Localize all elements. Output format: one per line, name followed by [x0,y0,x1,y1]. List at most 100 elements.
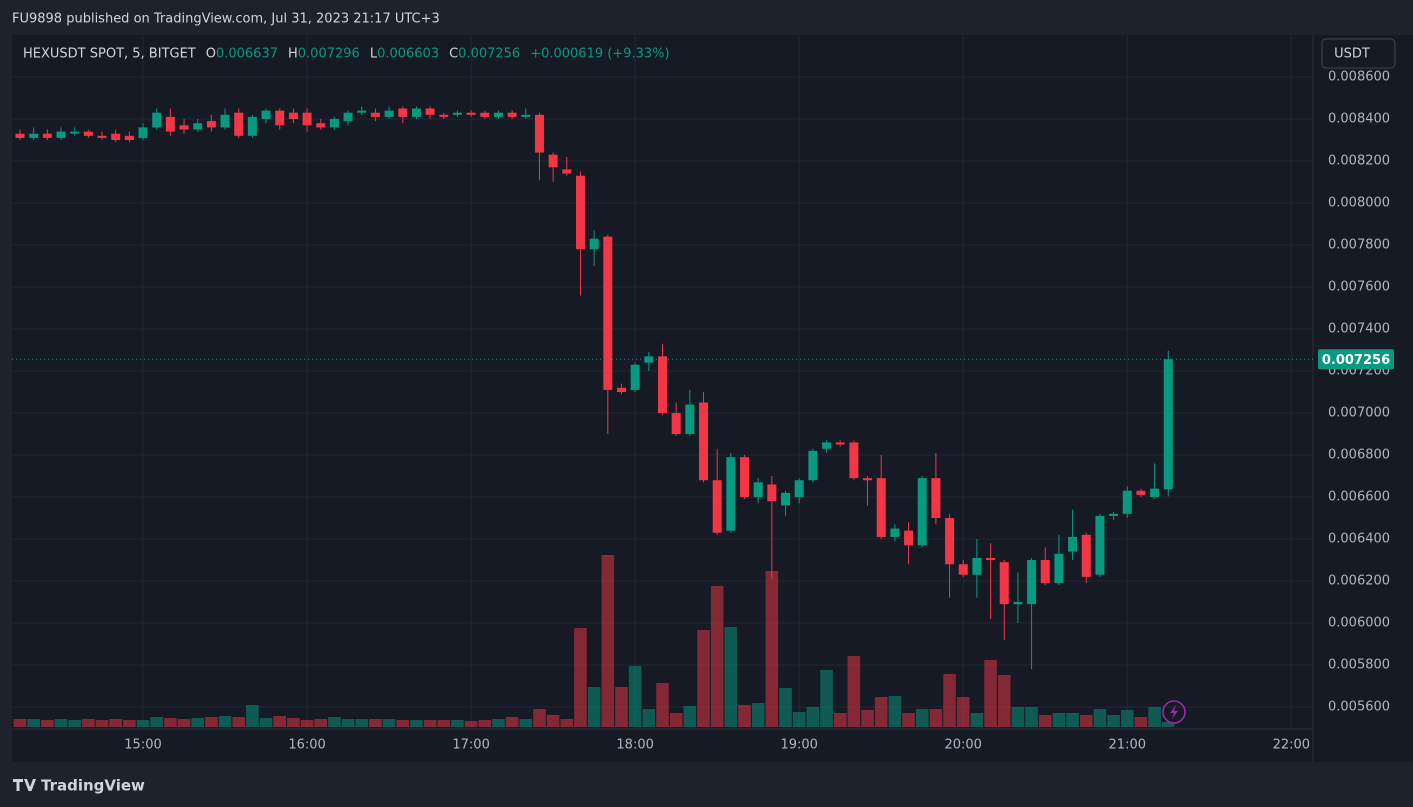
ohlc-key: O [206,47,216,62]
y-tick-label: 0.007800 [1328,238,1390,253]
candle-body [1095,515,1105,575]
volume-bar [970,713,984,727]
volume-bar [642,709,656,727]
candle-body [124,135,134,141]
volume-bar [464,721,478,727]
volume-bar [259,718,273,727]
y-tick-label: 0.006000 [1328,616,1390,631]
candle-body [288,112,298,120]
candle-body [603,236,613,390]
candle-body [972,557,982,575]
volume-bar [41,720,54,727]
candle-body [904,530,914,546]
volume-bar [806,707,820,727]
candle-body [699,402,708,481]
candle-body [384,110,394,117]
volume-bar [410,720,423,727]
volume-bar [314,719,328,727]
ohlc-value: 0.007296 [298,47,360,62]
y-tick-label: 0.006600 [1328,490,1390,505]
volume-bar [765,571,779,727]
candle-body [247,116,257,136]
volume-bar [833,713,847,727]
volume-bar [27,719,40,727]
x-tick-label: 21:00 [1109,738,1146,753]
candle-body [835,442,845,445]
candle-body [712,480,722,533]
candle-body [97,135,107,138]
x-tick-label: 16:00 [288,738,325,753]
candle-body [589,238,599,250]
volume-bar [751,703,765,727]
volume-bar [150,717,163,727]
y-tick-label: 0.006200 [1328,574,1390,589]
volume-bar [246,705,259,727]
x-tick-label: 20:00 [944,738,981,753]
volume-bar [929,709,943,727]
y-tick-label: 0.008000 [1328,196,1390,211]
grid [12,35,1313,729]
change: +0.000619 (+9.33%) [530,47,669,62]
volume-bar [478,720,492,727]
volume-bar [68,720,81,727]
volume-bar [1011,707,1025,727]
candle-body [15,133,25,138]
candle-body [1027,560,1037,605]
volume-bar [205,717,218,727]
logo: TradingView [41,777,145,795]
ohlc-key: L [370,47,378,62]
last-price-tag [1318,349,1394,370]
candle-body [1081,534,1091,577]
x-tick-label: 15:00 [124,738,161,753]
flash-icon [1170,705,1178,719]
volume-bar [82,719,95,727]
candle-body [234,112,244,136]
candle-body [507,112,517,117]
volume-bar [601,555,615,727]
candle-body [138,127,148,138]
volume-bar [54,719,68,727]
volume-bar [136,720,150,727]
volume-bar [656,683,669,727]
volume-bar [669,713,683,727]
volume-bar [218,716,232,727]
volume-bar [300,720,314,727]
candles [15,106,1173,670]
volume-bar [1093,709,1107,727]
volume-bar [902,713,915,727]
candle-body [726,457,736,531]
volume-bar [779,688,792,727]
currency-button[interactable] [1321,38,1396,69]
volume-bar [396,720,410,727]
x-tick-label: 18:00 [616,738,653,753]
candle-body [630,364,640,390]
candle-body [1054,553,1064,584]
candle-body [56,131,66,138]
candle-body [808,450,818,481]
candle-body [398,108,408,117]
candle-body [1163,359,1173,490]
candle-body [740,457,750,498]
candle-body [986,557,996,561]
volume-bar [861,710,874,727]
volume-bar [533,709,546,727]
flash-icon[interactable] [1162,700,1186,724]
volume-bar [997,675,1011,727]
candle-body [685,404,695,435]
candle-body [521,114,531,117]
candle-body [152,112,162,128]
y-tick-label: 0.007400 [1328,322,1390,337]
candle-body [1068,536,1078,552]
y-tick-label: 0.005600 [1328,700,1390,715]
candle-body [1150,488,1160,498]
candle-body [917,478,927,546]
volume-bar [1134,717,1148,727]
published: FU9898 published on TradingView.com, Jul… [12,12,440,27]
volume-bar [874,697,888,727]
volume-bar [820,670,833,727]
volume-bar [123,720,136,727]
volume-bar [382,719,396,727]
volume-bar [1052,713,1066,727]
currency[interactable]: USDT [1334,47,1370,62]
